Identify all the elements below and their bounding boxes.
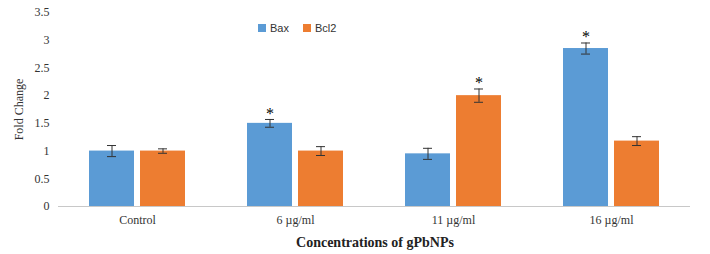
- html-text:Bcl2: Bcl2: [315, 22, 337, 34]
- svg-text:Control: Control: [119, 213, 156, 227]
- svg-text:0.5: 0.5: [35, 172, 50, 186]
- svg-text:16 µg/ml: 16 µg/ml: [590, 213, 635, 227]
- svg-text:3: 3: [44, 33, 50, 47]
- html-text:Bax: Bax: [270, 22, 289, 34]
- svg-text:6 µg/ml: 6 µg/ml: [277, 213, 316, 227]
- svg-text:11 µg/ml: 11 µg/ml: [432, 213, 476, 227]
- svg-text:*: *: [582, 28, 590, 45]
- svg-text:*: *: [266, 105, 274, 122]
- html-text:Concentrations of gPbNPs: Concentrations of gPbNPs: [296, 235, 454, 250]
- svg-text:2.5: 2.5: [35, 61, 50, 75]
- svg-text:1: 1: [44, 144, 50, 158]
- svg-text:1.5: 1.5: [35, 116, 50, 130]
- svg-text:2: 2: [44, 88, 50, 102]
- svg-text:3.5: 3.5: [35, 5, 50, 19]
- svg-text:Fold Change: Fold Change: [12, 79, 26, 141]
- svg-text:*: *: [475, 74, 483, 91]
- svg-text:0: 0: [44, 199, 50, 213]
